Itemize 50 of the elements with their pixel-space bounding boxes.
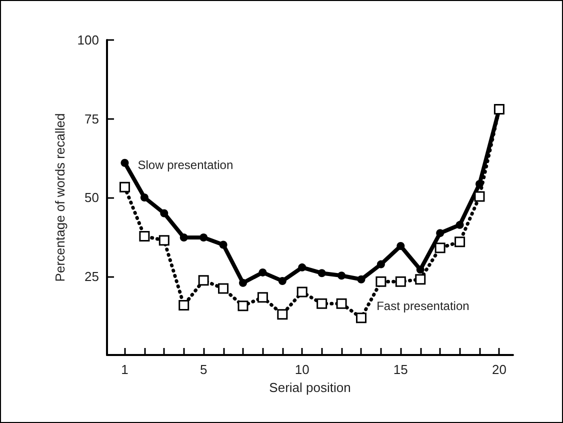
- point: [338, 272, 346, 280]
- point: [238, 300, 248, 312]
- y-tick-label: 50: [84, 190, 99, 205]
- point: [257, 292, 268, 303]
- point: [474, 191, 485, 202]
- point: [277, 309, 288, 320]
- point: [357, 275, 366, 284]
- point: [376, 276, 386, 287]
- point: [416, 266, 424, 274]
- x-axis-title: Serial position: [269, 380, 351, 395]
- point: [160, 209, 168, 218]
- point: [239, 278, 247, 287]
- point: [298, 263, 306, 272]
- point: [218, 283, 229, 294]
- point: [395, 276, 406, 287]
- point: [120, 158, 129, 167]
- point: [376, 260, 385, 268]
- point: [139, 230, 150, 242]
- series-label: Slow presentation: [138, 158, 234, 172]
- point: [336, 298, 347, 309]
- point: [318, 269, 326, 278]
- point: [436, 229, 444, 238]
- point: [356, 312, 366, 324]
- x-tick-label: 10: [294, 362, 310, 377]
- point: [219, 240, 228, 249]
- point: [140, 194, 148, 202]
- point: [415, 274, 426, 285]
- y-tick-label: 25: [84, 268, 99, 284]
- series-label: Fast presentation: [376, 298, 470, 313]
- point: [396, 242, 405, 250]
- point: [454, 236, 466, 248]
- point: [316, 298, 328, 309]
- y-axis-title: Percentage of words recalled: [52, 113, 68, 282]
- y-tick-label: 100: [77, 32, 99, 48]
- y-tick-label: 75: [84, 111, 99, 126]
- x-tick-label: 20: [492, 362, 506, 377]
- point: [198, 275, 209, 286]
- x-tick-label: 1: [121, 362, 128, 377]
- point: [178, 300, 190, 310]
- point: [258, 268, 267, 276]
- point: [200, 234, 208, 242]
- point: [296, 286, 308, 298]
- point: [434, 242, 446, 254]
- point: [456, 220, 464, 229]
- point: [180, 234, 188, 242]
- point: [119, 182, 130, 192]
- point: [158, 235, 170, 246]
- x-tick-label: 5: [200, 362, 208, 377]
- point: [278, 276, 286, 285]
- x-tick-label: 15: [393, 362, 408, 377]
